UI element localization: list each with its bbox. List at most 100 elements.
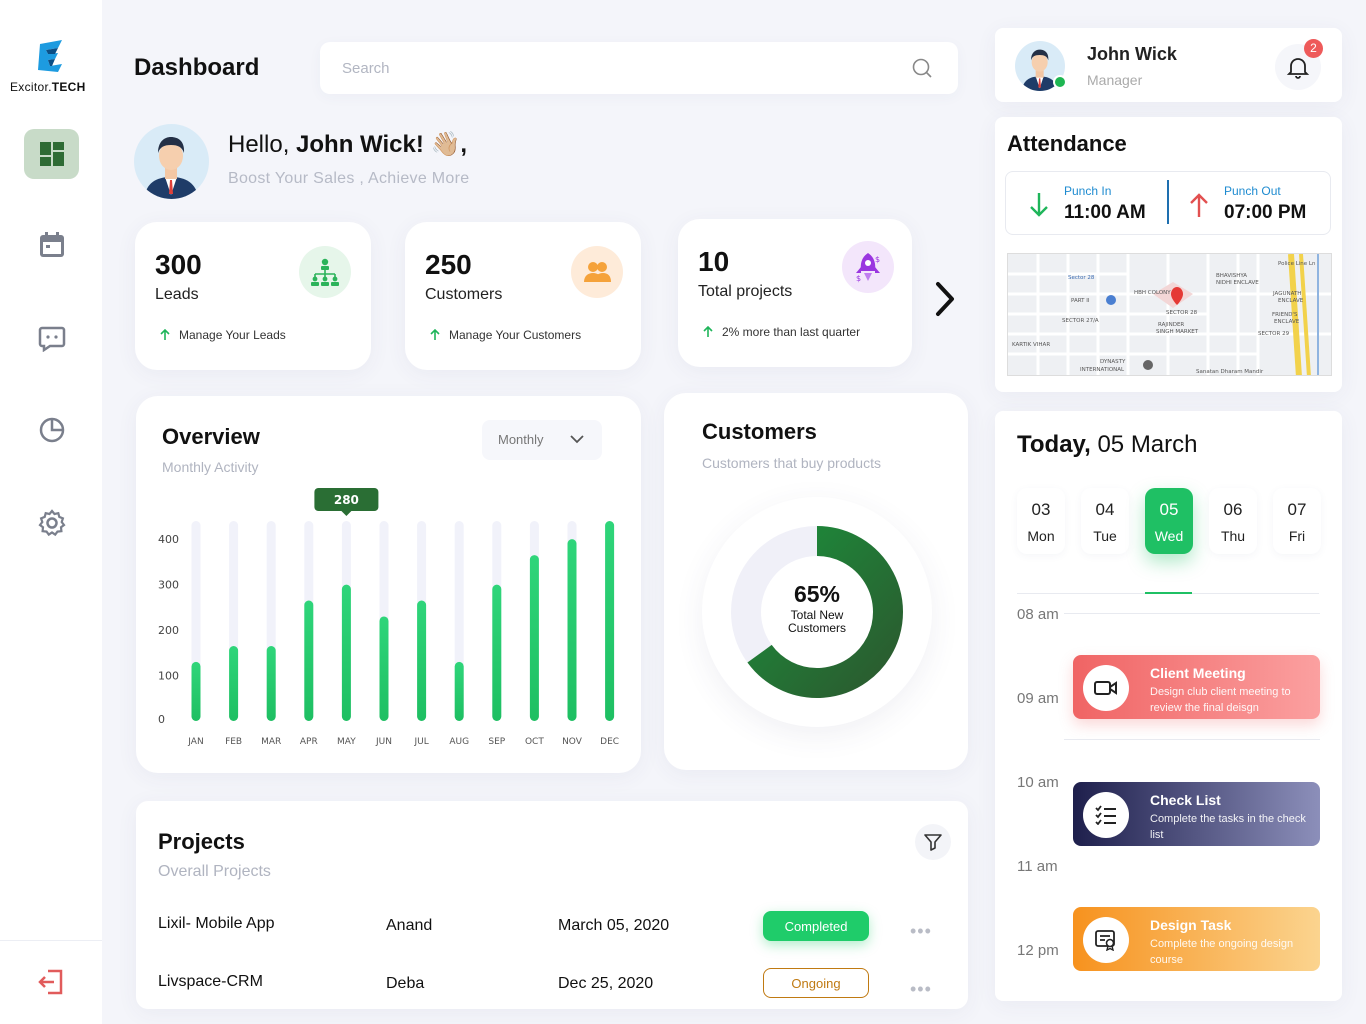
attendance-card: Attendance Punch In 11:00 AM Punch Out 0… [995,117,1342,392]
y-tick-label: 100 [158,670,179,683]
logout-button[interactable] [24,957,79,1007]
nav-reports[interactable] [24,405,79,455]
day-friday[interactable]: 07 Fri [1273,488,1321,554]
period-dropdown[interactable]: Monthly [482,420,602,460]
arrow-up-icon [430,329,440,340]
event-description: Complete the ongoing design course [1150,938,1294,966]
bar-nov [567,539,577,721]
svg-text:ENCLAVE: ENCLAVE [1274,319,1300,325]
svg-text:SINGH MARKET: SINGH MARKET [1156,329,1199,335]
bar-jan [191,661,201,721]
x-tick-label: APR [300,737,318,747]
time-label: 11 am [1017,858,1058,875]
nav-settings[interactable] [24,498,79,548]
event-description: Complete the tasks in the check list [1150,813,1306,841]
search-icon[interactable] [912,58,932,78]
nav-calendar[interactable] [24,220,79,270]
time-line [1064,739,1320,740]
search-bar[interactable] [320,42,958,94]
stat-footer[interactable]: Manage Your Customers [429,328,581,342]
project-date: March 05, 2020 [558,917,670,934]
bar-tooltip-box [314,488,379,511]
certificate-icon [1083,917,1129,963]
x-tick-label: FEB [225,737,242,747]
day-wednesday-selected[interactable]: 05 Wed [1145,488,1193,554]
event-title: Check List [1150,792,1221,808]
profile-role: Manager [1087,72,1143,88]
donut-container: 65% Total New Customers [702,497,932,727]
svg-text:RAJINDER: RAJINDER [1158,322,1184,328]
filter-button[interactable] [915,824,951,860]
greeting-subtitle: Boost Your Sales , Achieve More [228,170,470,187]
customers-donut-chart [731,526,903,698]
bar-aug [454,661,464,721]
x-tick-label: DEC [600,737,619,747]
x-tick-label: JUL [413,737,428,747]
brand-name: Excitor.TECH [10,80,86,94]
nav-dashboard[interactable] [24,129,79,179]
event-client-meeting[interactable]: Client Meeting Design club client meetin… [1073,655,1320,719]
calendar-icon [39,232,64,257]
donut-percent: 65% [793,581,841,607]
stat-card-leads[interactable]: 300 Leads Manage Your Leads [135,222,371,370]
table-row[interactable]: Lixil- Mobile App Anand March 05, 2020 C… [136,905,968,945]
bar-tooltip-label: 280 [334,493,359,507]
monthly-activity-chart: 400 300 200 100 0 JAN FEB MAR APR MAY JUN JUL AUG SEP… [158,488,619,747]
bar-mar [266,646,276,721]
overview-subtitle: Monthly Activity [162,459,259,475]
video-camera-icon [1083,665,1129,711]
period-value: Monthly [498,432,544,447]
svg-text:SECTOR 29: SECTOR 29 [1258,331,1290,337]
svg-text:JAGUNATH: JAGUNATH [1272,291,1301,297]
svg-text:INTERNATIONAL: INTERNATIONAL [1080,367,1125,373]
more-options-icon[interactable]: ••• [910,979,932,999]
y-tick-label: 300 [158,579,179,592]
stat-footer[interactable]: 2% more than last quarter [702,325,860,339]
map-image: Sector 28 PART II SECTOR 27/A KARTIK VIH… [1008,254,1331,375]
nav-messages[interactable] [24,313,79,363]
table-row[interactable]: Livspace-CRM Deba Dec 25, 2020 Ongoing •… [136,963,968,1003]
stat-value: 300 [155,249,202,280]
svg-text:Sanatan Dharam Mandir: Sanatan Dharam Mandir [1196,369,1264,375]
stat-card-customers[interactable]: 250 Customers Manage Your Customers [405,222,641,370]
stat-footer[interactable]: Manage Your Leads [159,328,286,342]
arrow-up-icon [1190,193,1208,217]
user-avatar [134,124,209,199]
x-tick-label: SEP [488,737,505,747]
day-monday[interactable]: 03 Mon [1017,488,1065,554]
y-tick-label: 0 [158,713,165,726]
search-input[interactable] [342,56,882,80]
svg-text:SECTOR 27/A: SECTOR 27/A [1062,318,1099,324]
arrow-down-icon [1030,193,1048,217]
svg-text:KARTIK VIHAR: KARTIK VIHAR [1012,342,1050,348]
selected-day-indicator [1145,592,1192,594]
profile-card[interactable]: John Wick Manager 2 [995,28,1342,102]
svg-text:PART II: PART II [1071,298,1090,304]
day-thursday[interactable]: 06 Thu [1209,488,1257,554]
x-tick-label: JUN [375,737,392,747]
pie-chart-icon [39,417,64,443]
more-options-icon[interactable]: ••• [910,921,932,941]
chevron-right-icon[interactable] [932,280,958,318]
x-tick-label: JAN [187,737,203,747]
location-map[interactable]: Sector 28 PART II SECTOR 27/A KARTIK VIH… [1007,253,1332,376]
notification-count-badge: 2 [1304,39,1323,58]
person-avatar-icon [1021,49,1059,91]
x-tick-label: MAR [261,737,281,747]
svg-text:Police Line Ln: Police Line Ln [1278,261,1316,267]
donut-caption: Total New Customers [787,608,846,635]
punch-in-label: Punch In [1064,184,1112,198]
event-design-task[interactable]: Design Task Complete the ongoing design … [1073,907,1320,971]
svg-text:HBH COLONY: HBH COLONY [1134,290,1171,296]
day-tuesday[interactable]: 04 Tue [1081,488,1129,554]
time-line [1064,613,1320,614]
bar-jul [417,600,427,721]
stat-card-projects[interactable]: 10 Total projects $ $ 2% more than last q… [678,219,912,367]
projects-title: Projects [158,829,245,854]
bar-dec [605,521,615,721]
svg-text:FRIEND'S: FRIEND'S [1272,312,1298,318]
x-tick-label: OCT [525,737,544,747]
event-check-list[interactable]: Check List Complete the tasks in the che… [1073,782,1320,846]
time-label: 10 am [1017,774,1059,791]
customers-title: Customers [702,419,817,444]
